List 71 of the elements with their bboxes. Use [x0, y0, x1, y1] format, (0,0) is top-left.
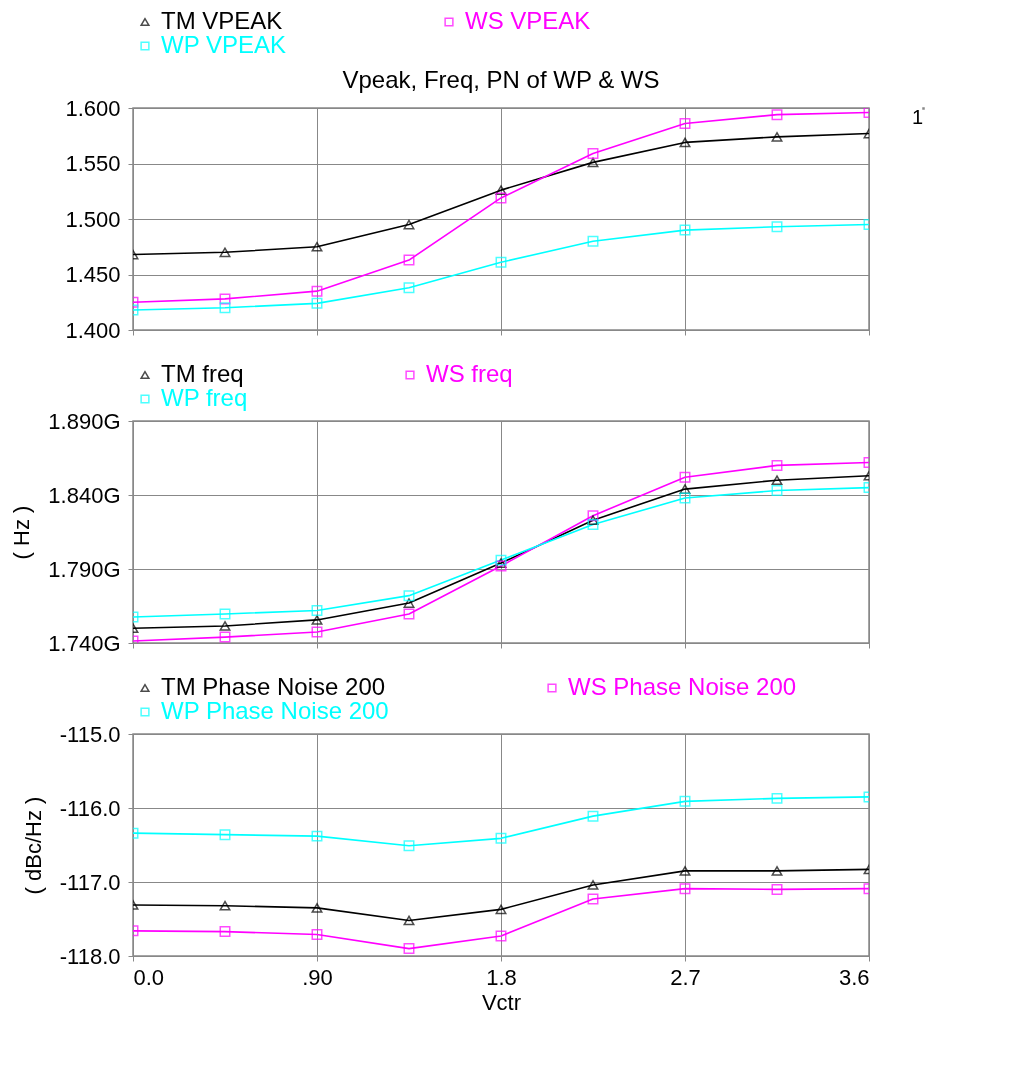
point: [311, 604, 323, 616]
point: [219, 631, 231, 643]
point: [587, 519, 599, 531]
point: [771, 221, 783, 233]
point: [771, 485, 783, 497]
y-tick-label: -118.0: [59, 943, 121, 969]
y-axis-title: ( dBc/Hz ): [20, 796, 46, 895]
y-tick-label: 1.550: [65, 151, 121, 176]
point: [495, 558, 507, 568]
y-axis-title: ( Hz ): [9, 505, 35, 560]
point: [679, 137, 691, 148]
legend-label: WS Phase Noise 200: [568, 673, 797, 700]
y-tick-label: 1.840G: [48, 482, 121, 508]
y-tick-label: 1.600: [65, 95, 121, 121]
point: [311, 285, 323, 297]
y-tick-label: -117.0: [59, 869, 121, 895]
point: [771, 475, 783, 486]
point: [587, 235, 599, 247]
y-tick-label: 1.400: [65, 317, 121, 343]
point: [219, 302, 231, 314]
point: [311, 626, 323, 638]
point: [219, 621, 231, 631]
point: [587, 510, 599, 522]
point: [587, 157, 599, 168]
x-tick-label: 2.7: [670, 964, 701, 990]
chart-title: Vpeak, Freq, PN of WP & WS: [342, 66, 660, 93]
point: [679, 118, 691, 130]
point: [311, 615, 323, 625]
x-tick-label: .90: [302, 964, 333, 990]
point: [495, 256, 507, 268]
point: [679, 492, 691, 504]
legend-label: WP VPEAK: [161, 31, 286, 58]
y-tick-label: 1.740G: [48, 630, 121, 656]
point: [403, 219, 415, 230]
y-tick-label: 1.500: [65, 206, 121, 232]
legend-label: TM VPEAK: [161, 7, 283, 34]
point: [771, 132, 783, 142]
point: [219, 247, 231, 258]
legend-label: WS VPEAK: [465, 7, 591, 34]
y-tick-label: 1.890G: [48, 408, 121, 434]
point: [219, 608, 231, 620]
x-tick-label: 0.0: [133, 964, 165, 990]
point: [771, 109, 783, 121]
point: [495, 560, 507, 572]
x-axis-title: Vctr: [481, 989, 522, 1015]
y-tick-label: -115.0: [59, 721, 121, 747]
point: [311, 297, 323, 309]
point: [403, 282, 415, 294]
point: [403, 608, 415, 620]
point: [587, 148, 599, 159]
point: [495, 185, 507, 195]
legend-label: TM Phase Noise 200: [161, 673, 386, 700]
point: [587, 515, 599, 526]
point: [679, 471, 691, 483]
y-tick-label: -116.0: [59, 795, 121, 821]
legend-label: WP Phase Noise 200: [161, 697, 389, 724]
x-tick-label: 3.6: [838, 964, 870, 990]
point: [495, 192, 507, 204]
point: [219, 293, 231, 305]
legend-label: TM freq: [161, 360, 244, 387]
y-tick-label: 1.450: [65, 262, 121, 287]
text: 1: [911, 106, 923, 128]
x-tick-label: 1.8: [486, 964, 517, 990]
point: [403, 254, 415, 266]
point: [679, 224, 691, 236]
legend-label: WS freq: [426, 360, 513, 387]
point: [771, 459, 783, 471]
point: [403, 598, 415, 608]
point: [403, 590, 415, 602]
point: [311, 241, 323, 252]
y-tick-label: 1.790G: [48, 556, 121, 582]
